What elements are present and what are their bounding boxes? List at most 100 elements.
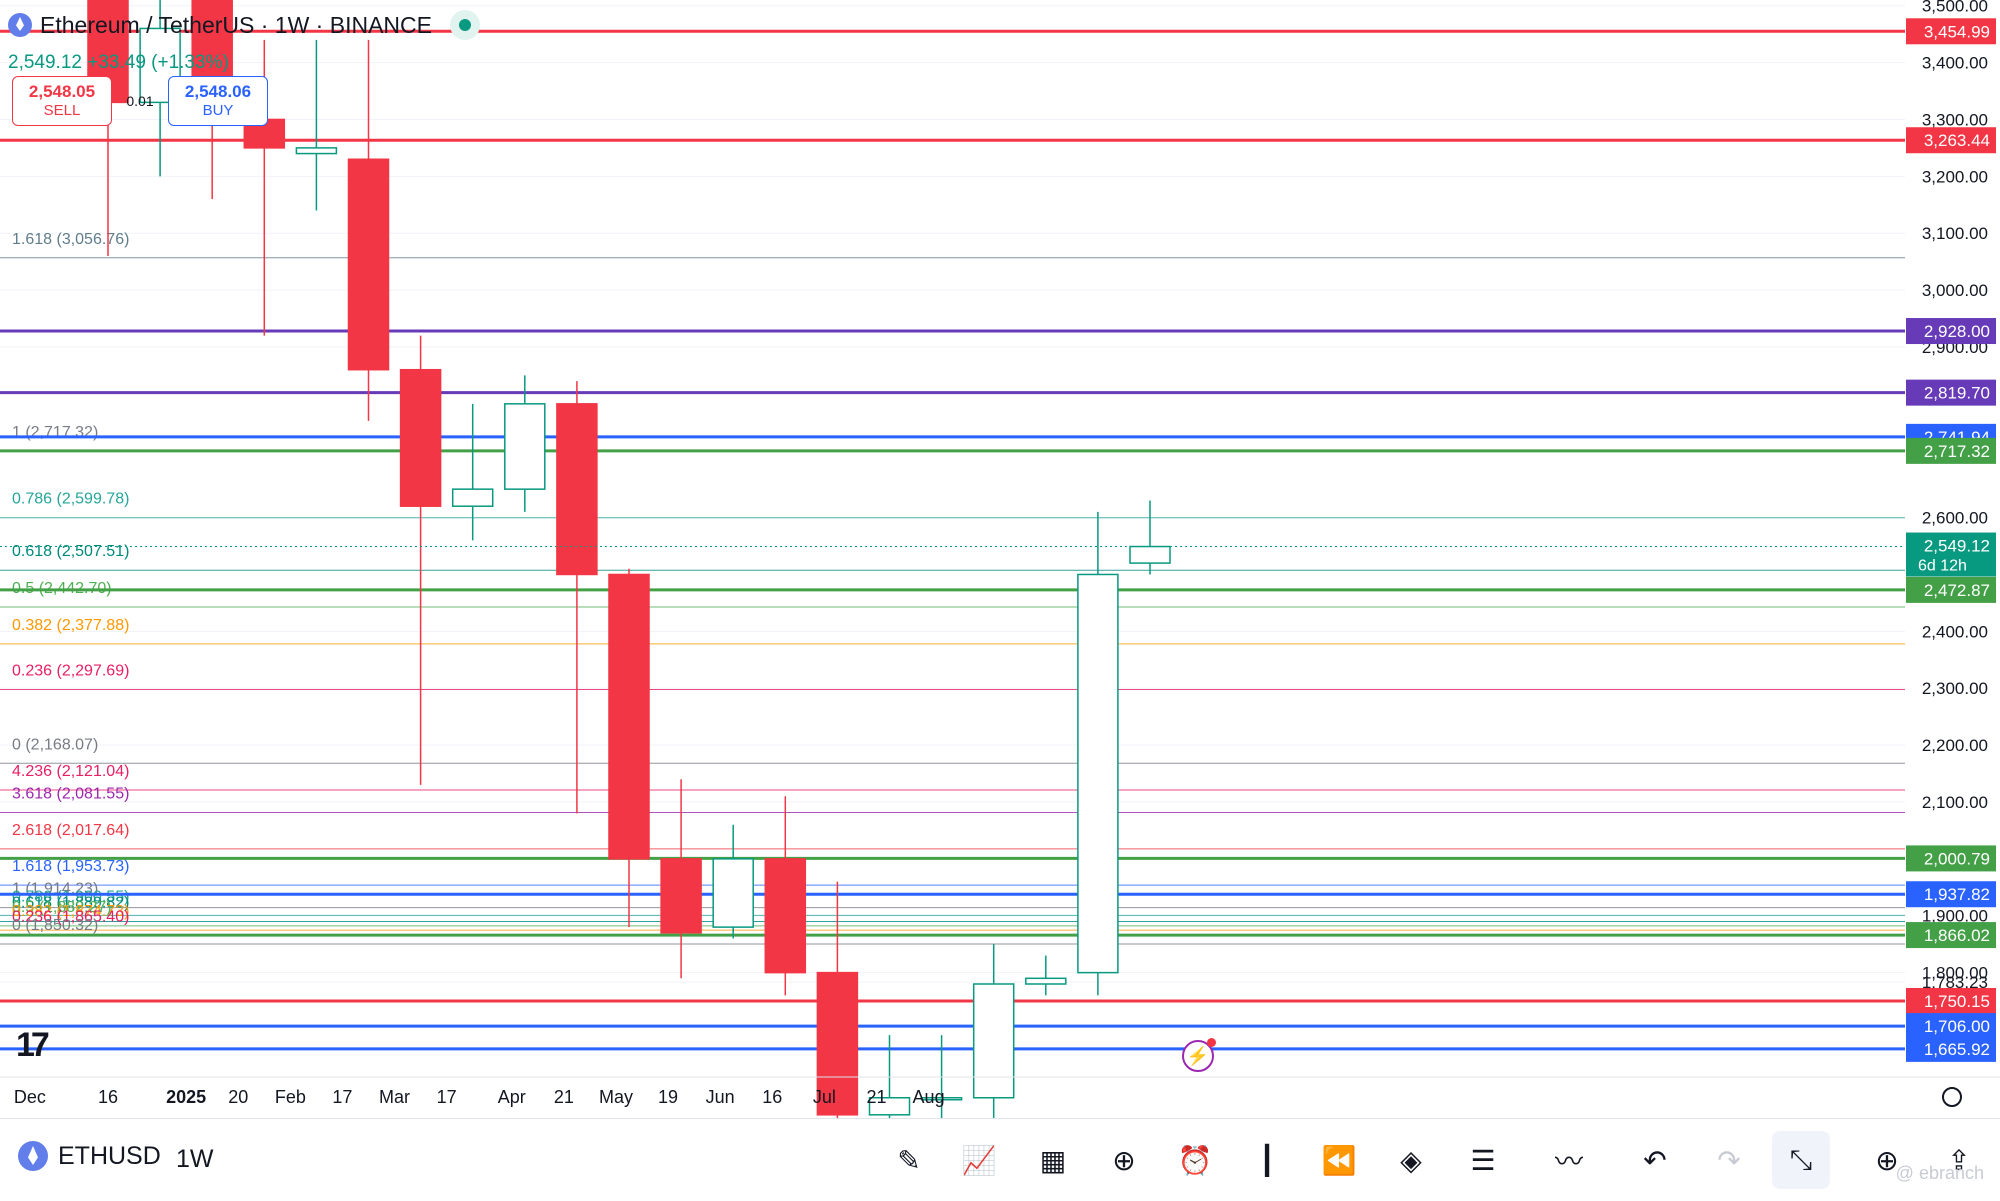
price-badge-text-1: 3,263.44 xyxy=(1924,131,1990,150)
price-badge-13 xyxy=(1906,1035,1996,1062)
buy-button[interactable]: 2,548.06 BUY xyxy=(168,76,268,126)
y-tick-3: 3,200.00 xyxy=(1922,167,1988,186)
ethereum-icon xyxy=(8,13,32,37)
price-badge-5 xyxy=(1906,437,1996,464)
fib-label-7: 0 (2,168.07) xyxy=(12,736,98,753)
candle-body-12 xyxy=(712,858,754,928)
candle-body-16 xyxy=(920,1097,963,1101)
fib-label-14: 0.618 (1,889.82) xyxy=(12,895,129,912)
y-tick-5: 3,000.00 xyxy=(1922,281,1988,300)
layout-grid-icon[interactable]: ▦ xyxy=(1039,1144,1067,1176)
trend-icon[interactable]: 〰 xyxy=(1554,1146,1583,1177)
price-chart[interactable]: 1.618 (3,056.76)1 (2,717.32)0.786 (2,599… xyxy=(0,0,2000,1118)
symbol-name: ETHUSD xyxy=(58,1141,161,1170)
x-tick-1: 16 xyxy=(98,1087,118,1107)
horizontal-lines xyxy=(0,29,1905,1051)
y-tick-9: 2,300.00 xyxy=(1922,679,1988,698)
grid-lines xyxy=(0,5,1905,983)
y-tick-0: 3,500.00 xyxy=(1922,0,1988,16)
x-tick-13: 16 xyxy=(762,1087,782,1107)
pencil-icon[interactable]: ✎ xyxy=(897,1144,921,1176)
tradingview-logo[interactable]: 17 xyxy=(16,1026,50,1064)
price-badge-7 xyxy=(1906,576,1996,603)
buy-price: 2,548.06 xyxy=(184,82,252,101)
interval-selector[interactable]: 1W xyxy=(176,1145,214,1173)
fib-label-18: 0 (1,850.32) xyxy=(12,917,98,934)
fib-label-9: 3.618 (2,081.55) xyxy=(12,785,129,802)
ethereum-icon xyxy=(18,1141,48,1171)
x-tick-10: May xyxy=(599,1087,633,1107)
candle-body-7 xyxy=(451,488,494,507)
price-badge-8 xyxy=(1906,845,1996,872)
fib-label-13: 0.786 (1,900.55) xyxy=(12,888,129,905)
flash-icon[interactable]: ⚡ xyxy=(1182,1038,1216,1072)
fib-label-8: 4.236 (2,121.04) xyxy=(12,763,129,780)
fib-label-0: 1.618 (3,056.76) xyxy=(12,231,129,248)
price-badge-text-9: 1,937.82 xyxy=(1924,885,1990,904)
time-axis[interactable]: Dec 16 2025 20 Feb 17 Mar 17 Apr 21 May 19 Jun 16 Jul 2… xyxy=(0,1076,2000,1107)
collapse-icon[interactable]: ⤡ xyxy=(1772,1131,1830,1189)
price-badge-text-13: 1,665.92 xyxy=(1924,1040,1990,1059)
price-badge-text-8: 2,000.79 xyxy=(1924,849,1990,868)
candle-body-19 xyxy=(1077,573,1119,974)
sell-label: SELL xyxy=(43,102,81,119)
price-badge-2 xyxy=(1906,318,1996,345)
undo-icon[interactable]: ↶ xyxy=(1643,1144,1667,1176)
layers-icon[interactable]: ◈ xyxy=(1400,1144,1422,1176)
candle-body-8 xyxy=(504,403,546,490)
zoom-in-icon[interactable]: ⊕ xyxy=(1875,1144,1899,1176)
fib-label-10: 2.618 (2,017.64) xyxy=(12,822,129,839)
price-badge-9 xyxy=(1906,881,1996,908)
x-tick-11: 19 xyxy=(658,1087,678,1107)
price-badge-text-0: 3,454.99 xyxy=(1924,22,1990,41)
fib-label-11: 1.618 (1,953.73) xyxy=(12,858,129,875)
x-tick-7: 17 xyxy=(437,1087,457,1107)
replay-icon[interactable]: ⏪ xyxy=(1321,1144,1357,1176)
price-badge-countdown: 6d 12h xyxy=(1918,558,1967,575)
x-tick-3: 20 xyxy=(228,1087,248,1107)
candles-icon[interactable]: ┃ xyxy=(1258,1144,1276,1176)
price-badge-text-12: 1,706.00 xyxy=(1924,1017,1990,1036)
buy-label: BUY xyxy=(202,102,234,119)
symbol-selector[interactable]: ETHUSD xyxy=(18,1141,161,1171)
price-axis[interactable]: 3,500.00 3,400.00 3,300.00 3,200.00 3,100.00… xyxy=(1906,0,1996,1062)
price-badge-text-3: 2,819.70 xyxy=(1924,384,1990,403)
sell-button[interactable]: 2,548.05 SELL xyxy=(12,76,112,126)
x-tick-6: Mar xyxy=(379,1087,410,1107)
candle-body-14 xyxy=(816,971,859,1116)
candle-body-17 xyxy=(972,983,1015,1099)
fib-label-5: 0.382 (2,377.88) xyxy=(12,617,129,634)
x-tick-4: Feb xyxy=(275,1087,306,1107)
price-badge-12 xyxy=(1906,1013,1996,1040)
fib-label-16: 0.382 (1,874.73) xyxy=(12,903,129,920)
fib-levels: 1.618 (3,056.76)1 (2,717.32)0.786 (2,599… xyxy=(0,231,1905,945)
axis-settings-icon[interactable] xyxy=(1942,1087,1962,1107)
settings-sliders-icon[interactable]: ☰ xyxy=(1470,1144,1496,1176)
price-badge-1 xyxy=(1906,127,1996,154)
share-icon[interactable]: ⇪ xyxy=(1947,1144,1971,1176)
candle-body-20 xyxy=(1129,545,1171,564)
indicators-icon[interactable]: 📈 xyxy=(961,1144,997,1176)
redo-icon[interactable]: ↷ xyxy=(1717,1144,1741,1176)
spread-value: 0.01 xyxy=(126,93,154,109)
candle-body-9 xyxy=(556,403,598,576)
y-tick-10: 2,200.00 xyxy=(1922,736,1988,755)
add-circle-icon[interactable]: ⊕ xyxy=(1112,1144,1136,1176)
x-tick-14: Jul xyxy=(813,1087,836,1107)
price-badge-text-5: 2,717.32 xyxy=(1924,442,1990,461)
alarm-icon[interactable]: ⏰ xyxy=(1177,1144,1213,1176)
y-tick-1: 3,400.00 xyxy=(1922,54,1988,73)
x-tick-2: 2025 xyxy=(166,1087,206,1107)
price-badge-3 xyxy=(1906,379,1996,406)
symbol-title[interactable]: Ethereum / TetherUS · 1W · BINANCE xyxy=(40,11,432,38)
fib-label-15: 0.5 (1,882.27) xyxy=(12,899,112,916)
price-badge-11 xyxy=(1906,987,1996,1014)
sell-price: 2,548.05 xyxy=(28,82,96,101)
candle-body-18 xyxy=(1025,977,1067,985)
chart-header: Ethereum / TetherUS · 1W · BINANCE 2,549… xyxy=(8,10,480,74)
y-tick-4: 3,100.00 xyxy=(1922,224,1988,243)
x-tick-0: Dec xyxy=(14,1087,46,1107)
price-badge-text-10: 1,866.02 xyxy=(1924,926,1990,945)
y-tick-13: 1,800.00 xyxy=(1922,964,1988,983)
candles xyxy=(0,0,1905,1118)
